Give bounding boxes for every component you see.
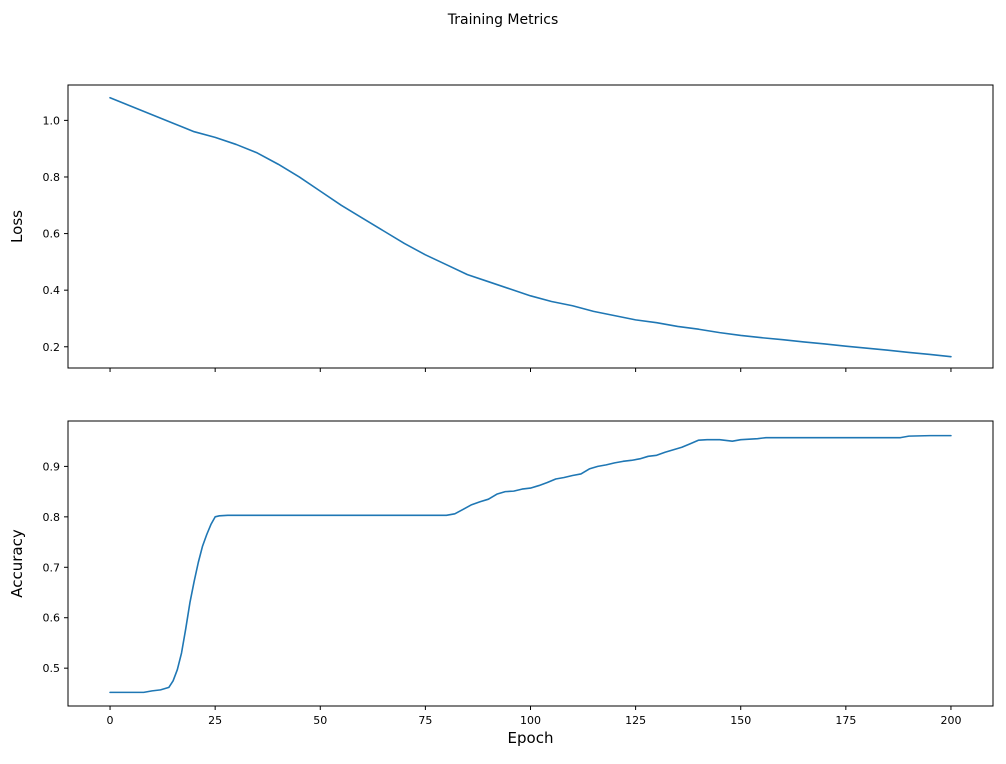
x-tick-label: 25 [208, 714, 222, 727]
loss-y-axis-label: Loss [8, 210, 26, 243]
y-tick-label: 0.9 [43, 460, 61, 473]
y-tick-label: 0.2 [43, 341, 61, 354]
x-tick-label: 125 [625, 714, 646, 727]
y-tick-label: 0.8 [43, 171, 61, 184]
x-tick-label: 200 [940, 714, 961, 727]
y-tick-label: 0.5 [43, 662, 61, 675]
loss-chart: 0.2 0.4 0.6 0.8 1.0 Loss [8, 84, 994, 372]
figure-title: Training Metrics [447, 12, 559, 28]
accuracy-y-axis-label: Accuracy [8, 529, 26, 598]
x-tick-label: 175 [835, 714, 856, 727]
y-tick-label: 1.0 [43, 114, 61, 127]
x-tick-label: 150 [730, 714, 751, 727]
x-tick-label: 50 [313, 714, 327, 727]
accuracy-line [109, 434, 952, 694]
accuracy-axes-spines [67, 420, 994, 707]
accuracy-chart: 0 25 50 75 100 125 150 175 200 0.5 0.6 0.7 0.8 0.9 Acc… [8, 420, 994, 747]
x-tick-label: 75 [418, 714, 432, 727]
x-tick-label: 0 [107, 714, 114, 727]
y-tick-label: 0.6 [43, 228, 61, 241]
accuracy-x-axis-label: Epoch [508, 729, 554, 747]
y-tick-label: 0.4 [43, 284, 61, 297]
loss-line [109, 96, 952, 358]
y-tick-label: 0.6 [43, 612, 61, 625]
y-tick-label: 0.8 [43, 511, 61, 524]
y-tick-label: 0.7 [43, 561, 61, 574]
loss-axes-spines [67, 84, 994, 369]
x-tick-label: 100 [520, 714, 541, 727]
